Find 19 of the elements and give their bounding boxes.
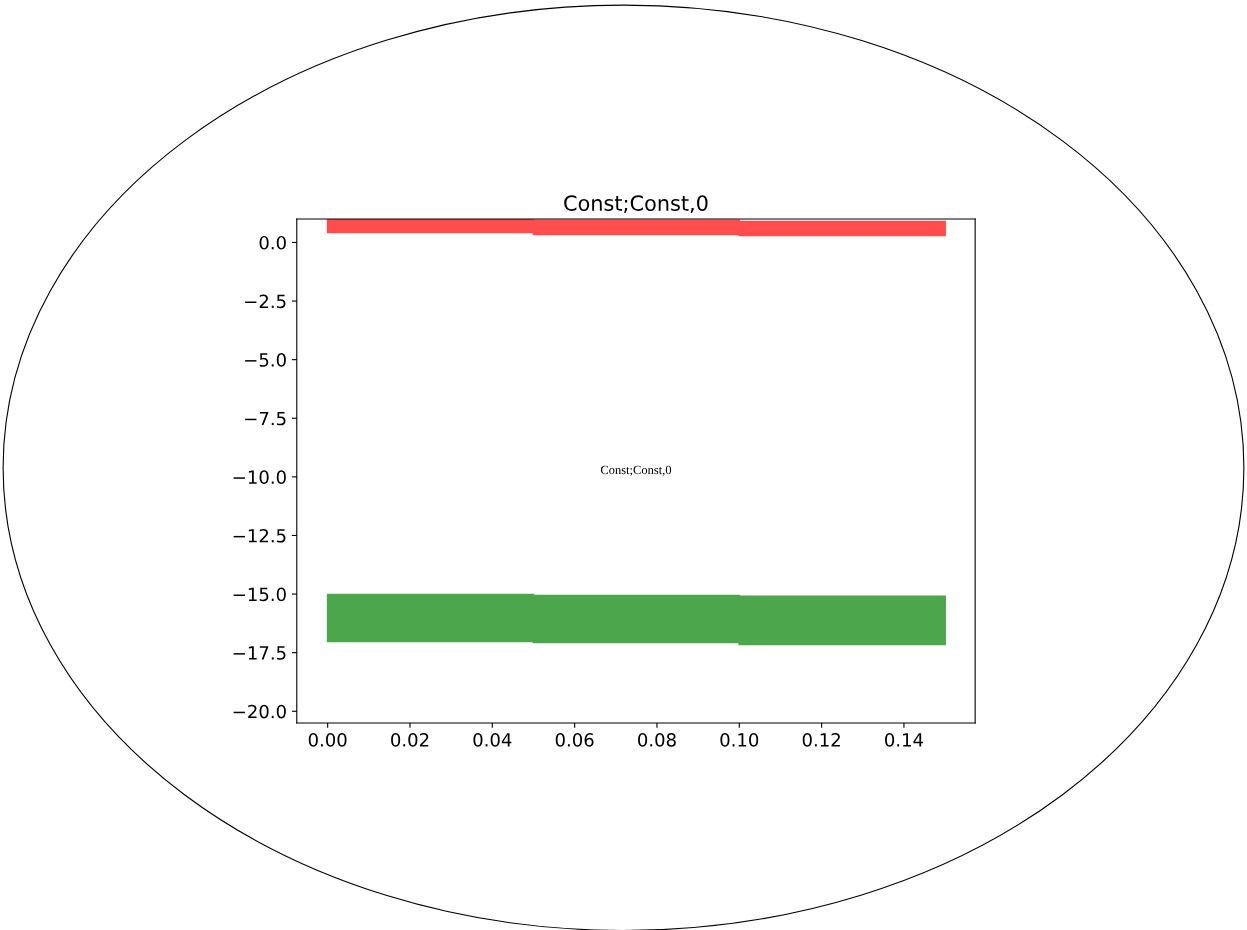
annotation: Const;Const,0 — [600, 465, 672, 476]
x-tick-label: 0.14 — [885, 733, 924, 747]
x-tick-label: 0.10 — [720, 733, 759, 747]
y-tick-label: −7.5 — [245, 411, 286, 426]
y-tick-label: 0.0 — [259, 235, 286, 250]
y-tick-label: −15.0 — [233, 587, 286, 602]
x-tick-label: 0.04 — [473, 733, 512, 747]
x-tick-label: 0.08 — [638, 733, 676, 747]
y-tick-label: −12.5 — [233, 528, 286, 543]
y-tick-label: −17.5 — [233, 646, 286, 660]
y-tick-label: −2.5 — [245, 294, 286, 309]
x-tick-label: 0.00 — [308, 733, 347, 747]
y-tick-label: −20.0 — [233, 704, 286, 719]
x-tick-label: 0.12 — [802, 733, 840, 747]
y-tick-label: −5.0 — [245, 353, 286, 367]
x-tick-label: 0.02 — [391, 733, 429, 747]
chart-title: Const;Const,0 — [564, 195, 708, 214]
x-tick-label: 0.06 — [555, 733, 594, 747]
y-tick-label: −10.0 — [233, 470, 286, 484]
